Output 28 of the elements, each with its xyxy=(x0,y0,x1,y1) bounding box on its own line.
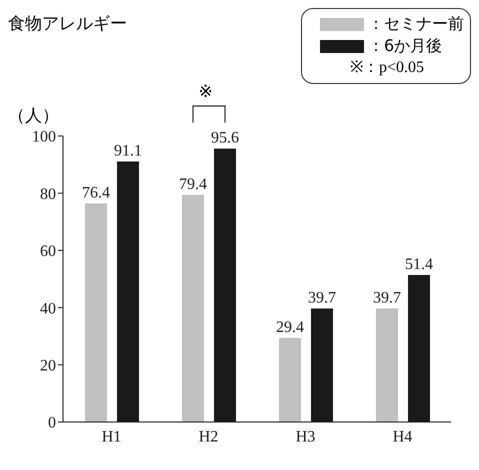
data-label: 39.7 xyxy=(308,289,336,306)
legend-label: ：セミナー前 xyxy=(368,13,464,35)
data-label: 79.4 xyxy=(179,176,207,193)
y-tick-label: 100 xyxy=(32,128,56,146)
y-tick-label: 80 xyxy=(40,186,56,203)
y-tick-label: 60 xyxy=(40,243,56,260)
y-tick-label: 40 xyxy=(40,300,56,318)
data-label: 51.4 xyxy=(405,256,433,273)
bar xyxy=(85,203,107,422)
data-label: 91.1 xyxy=(114,142,142,160)
text: ※：p<0.05 xyxy=(350,59,424,76)
x-tick-label: H1 xyxy=(102,428,122,446)
bar xyxy=(376,308,398,422)
x-tick-label: H2 xyxy=(198,428,218,446)
bar xyxy=(279,338,301,422)
text: ※ xyxy=(198,82,213,102)
y-tick-label: 20 xyxy=(40,357,56,374)
bar xyxy=(182,194,204,422)
data-label: 95.6 xyxy=(211,130,239,147)
y-tick-label: 0 xyxy=(48,414,56,432)
legend-label: ：6か月後 xyxy=(368,35,442,57)
chart-title: 食物アレルギー xyxy=(8,13,127,35)
x-tick-label: H4 xyxy=(392,428,412,446)
data-label: 29.4 xyxy=(276,318,304,336)
y-axis-title: （人） xyxy=(8,105,59,127)
data-label: 76.4 xyxy=(82,184,110,202)
data-label: 39.7 xyxy=(373,289,401,306)
x-tick-label: H3 xyxy=(296,428,316,446)
